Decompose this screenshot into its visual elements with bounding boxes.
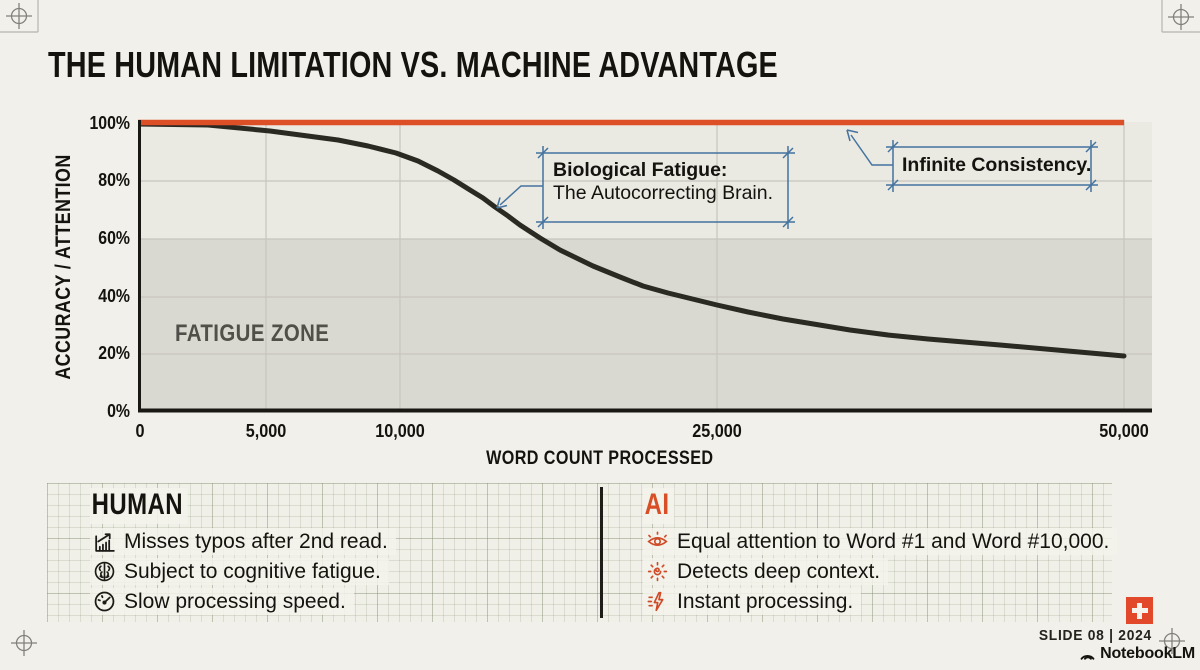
list-item-label: Detects deep context. (677, 559, 881, 583)
panel-divider (600, 487, 603, 618)
list-item: Detects deep context. (643, 558, 889, 585)
y-tick-0: 0% (107, 401, 130, 421)
infinite-consistency-annotation: Infinite Consistency. (902, 154, 1091, 177)
human-accuracy-curve (138, 121, 1127, 359)
comparison-panel: HUMAN Misses typos after 2nd read. (47, 483, 1118, 622)
gridlines (138, 120, 1152, 412)
list-item-label: Subject to cognitive fatigue. (124, 559, 381, 583)
fatigue-zone-label: FATIGUE ZONE (175, 320, 330, 347)
list-item: Slow processing speed. (90, 588, 354, 615)
fatigue-zone-band (138, 239, 1152, 412)
gauge-icon (92, 589, 117, 614)
y-tick-20: 20% (98, 343, 130, 363)
human-heading: HUMAN (90, 488, 188, 524)
list-item: Misses typos after 2nd read. (90, 528, 396, 555)
y-tick-40: 40% (98, 286, 130, 306)
biological-fatigue-annotation: Biological Fatigue: The Autocorrecting B… (553, 159, 773, 204)
brand-name: NotebookLM (1100, 645, 1195, 662)
ai-column: AI Equal attention to Word #1 and Word #… (643, 483, 1118, 618)
y-tick-60: 60% (98, 228, 130, 248)
slide-number-label: SLIDE 08 | 2024 (1038, 627, 1152, 644)
annotation-line-bold: Biological Fatigue: (553, 159, 728, 181)
corner-frame-lines (0, 0, 1200, 33)
list-item-label: Instant processing. (677, 589, 854, 613)
brand-lockup: NotebookLM (1079, 645, 1195, 663)
y-tick-80: 80% (98, 170, 130, 190)
ai-heading: AI (643, 488, 675, 524)
annotation-line-bold: Infinite Consistency. (902, 154, 1092, 176)
brain-icon (92, 559, 117, 584)
sunburst-icon (645, 559, 670, 584)
notebooklm-logo-icon (1080, 654, 1095, 660)
accuracy-attention-chart (138, 119, 1152, 413)
list-item-label: Slow processing speed. (124, 589, 346, 613)
x-tick-5000: 5,000 (245, 421, 287, 441)
list-item-label: Equal attention to Word #1 and Word #10,… (677, 529, 1110, 553)
y-axis-title: ACCURACY / ATTENTION (52, 154, 75, 380)
bolt-icon (645, 589, 670, 614)
x-axis-title: WORD COUNT PROCESSED (486, 448, 714, 469)
human-column: HUMAN Misses typos after 2nd read. (90, 483, 396, 618)
list-item: Instant processing. (643, 588, 862, 615)
x-tick-25000: 25,000 (692, 421, 742, 441)
annotation-line: The Autocorrecting Brain. (553, 181, 774, 204)
eye-icon (645, 529, 670, 554)
chart-icon (92, 529, 117, 554)
y-tick-100: 100% (89, 113, 130, 133)
x-tick-0: 0 (135, 421, 145, 441)
x-tick-10000: 10,000 (375, 421, 425, 441)
list-item: Subject to cognitive fatigue. (90, 558, 389, 585)
x-tick-50000: 50,000 (1099, 421, 1149, 441)
swiss-plus-icon (1126, 597, 1153, 624)
list-item: Equal attention to Word #1 and Word #10,… (643, 528, 1118, 555)
page-title: THE HUMAN LIMITATION VS. MACHINE ADVANTA… (48, 44, 778, 85)
list-item-label: Misses typos after 2nd read. (124, 529, 388, 553)
